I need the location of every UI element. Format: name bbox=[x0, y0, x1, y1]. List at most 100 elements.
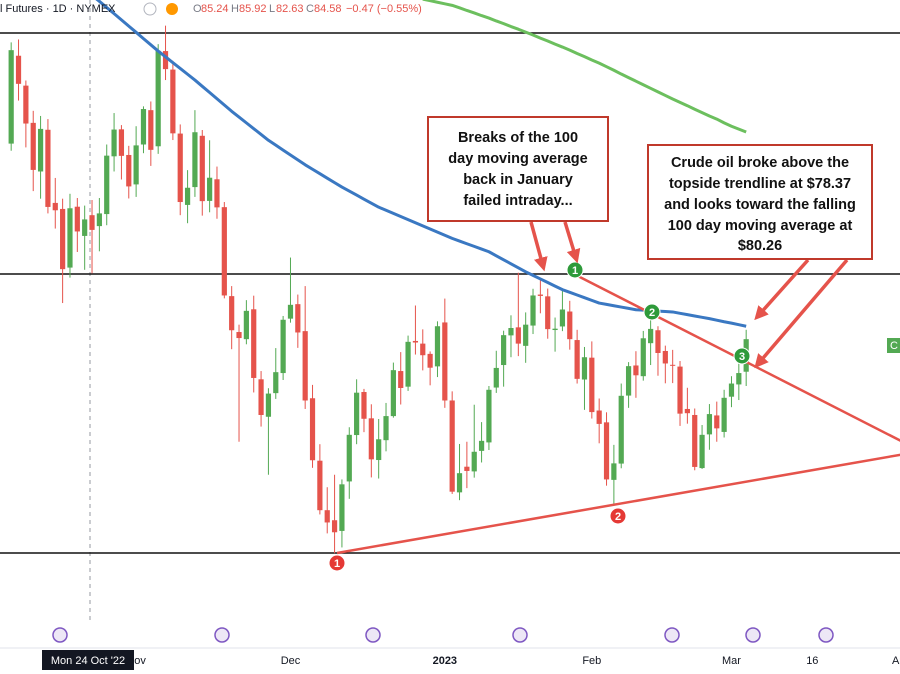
candle-body bbox=[331, 520, 338, 533]
arrow bbox=[754, 258, 849, 369]
candle-body bbox=[662, 350, 668, 364]
candle-body bbox=[207, 177, 213, 201]
marker-label: 1 bbox=[572, 265, 578, 277]
price-tag-text: C bbox=[890, 340, 898, 352]
candle-body bbox=[501, 335, 507, 366]
event-icon[interactable] bbox=[818, 627, 834, 643]
candle-body bbox=[699, 434, 705, 469]
candle-body bbox=[155, 50, 161, 147]
candle-body bbox=[273, 372, 279, 394]
candle-body bbox=[184, 187, 191, 205]
icon bbox=[143, 2, 157, 16]
candle-body bbox=[684, 408, 690, 414]
crosshair-label-text: Mon 24 Oct '22 bbox=[51, 655, 125, 667]
candle-body bbox=[596, 410, 602, 424]
event-icon[interactable] bbox=[214, 627, 230, 643]
candle-body bbox=[508, 328, 514, 336]
arrows bbox=[529, 221, 849, 369]
candle-body bbox=[74, 206, 80, 232]
event-icon[interactable] bbox=[512, 627, 528, 643]
candle-body bbox=[648, 328, 654, 344]
arrow bbox=[754, 258, 810, 321]
candle-body bbox=[258, 379, 264, 415]
candle-body bbox=[177, 133, 183, 203]
candle-body bbox=[339, 484, 345, 531]
candle-body bbox=[376, 439, 382, 461]
candle-body bbox=[581, 357, 588, 380]
candle-body bbox=[295, 304, 301, 333]
event-icon[interactable] bbox=[365, 627, 381, 643]
candle-body bbox=[677, 366, 683, 414]
x-tick-label: 2023 bbox=[433, 655, 457, 667]
candle-body bbox=[478, 440, 485, 451]
candle-body bbox=[67, 208, 73, 268]
candle-body bbox=[692, 414, 698, 467]
x-tick-label: 16 bbox=[806, 655, 818, 667]
marker-label: 1 bbox=[334, 558, 340, 570]
candle-body bbox=[192, 132, 198, 188]
ohlc-key: L bbox=[269, 3, 275, 15]
price-tag-box bbox=[887, 338, 900, 353]
candle-body bbox=[383, 416, 389, 441]
marker-dot bbox=[328, 554, 346, 572]
event-icon[interactable] bbox=[664, 627, 680, 643]
candle-body bbox=[456, 473, 463, 493]
candle-body bbox=[706, 414, 713, 435]
candle-body bbox=[111, 129, 117, 157]
candle-body bbox=[354, 392, 360, 436]
candle-body bbox=[52, 202, 58, 211]
marker-label: 2 bbox=[649, 307, 655, 319]
candle-body bbox=[60, 208, 66, 270]
candle-body bbox=[434, 326, 441, 367]
ohlc-key: O bbox=[193, 3, 202, 15]
candle-body bbox=[611, 463, 617, 480]
candle-body bbox=[243, 310, 249, 340]
candle-body bbox=[390, 370, 396, 417]
ohlc-key: C bbox=[306, 3, 314, 15]
candle-body bbox=[721, 397, 727, 432]
candle-body bbox=[89, 215, 95, 230]
candle-body bbox=[567, 311, 573, 340]
moving-average-line bbox=[95, 0, 747, 328]
moving-average-line bbox=[422, 0, 747, 134]
candle-body bbox=[23, 85, 29, 124]
change: −0.47 (−0.55%) bbox=[346, 3, 422, 15]
candle-body bbox=[346, 434, 352, 482]
candle-body bbox=[229, 296, 235, 331]
event-icon[interactable] bbox=[52, 627, 68, 643]
candle-body bbox=[603, 422, 610, 480]
candle-body bbox=[486, 389, 492, 443]
candle-body bbox=[493, 367, 499, 388]
crosshair-label: Mon 24 Oct '22 bbox=[42, 650, 134, 670]
candle-body bbox=[618, 395, 624, 464]
marker-label: 3 bbox=[739, 351, 745, 363]
candle-body bbox=[302, 331, 308, 401]
candle-body bbox=[471, 451, 477, 472]
marker-label: 2 bbox=[615, 511, 621, 523]
candle-body bbox=[449, 400, 455, 492]
candle-body bbox=[420, 343, 426, 356]
candle-body bbox=[170, 69, 176, 134]
candle-body bbox=[523, 324, 529, 346]
candle-body bbox=[736, 373, 742, 385]
candle-body bbox=[82, 219, 88, 236]
moving-averages bbox=[95, 0, 747, 328]
candle-body bbox=[574, 340, 580, 379]
candle-body bbox=[37, 128, 44, 172]
candle-body bbox=[640, 338, 646, 377]
event-icon[interactable] bbox=[745, 627, 761, 643]
candle-body bbox=[104, 155, 110, 215]
markers: 1 2 3 1 2 bbox=[328, 261, 751, 572]
candle-body bbox=[361, 392, 367, 419]
annotation-text: and looks toward the falling bbox=[664, 197, 856, 213]
annotation-text: 100 day moving average at bbox=[668, 218, 853, 234]
annotation-text: $80.26 bbox=[738, 238, 782, 254]
annotation-text: day moving average bbox=[448, 151, 587, 167]
candle-body bbox=[118, 129, 125, 156]
candle-body bbox=[427, 353, 433, 368]
marker-dot bbox=[733, 347, 751, 365]
annotation-text: failed intraday... bbox=[463, 193, 572, 209]
x-tick-label: Feb bbox=[582, 655, 601, 667]
